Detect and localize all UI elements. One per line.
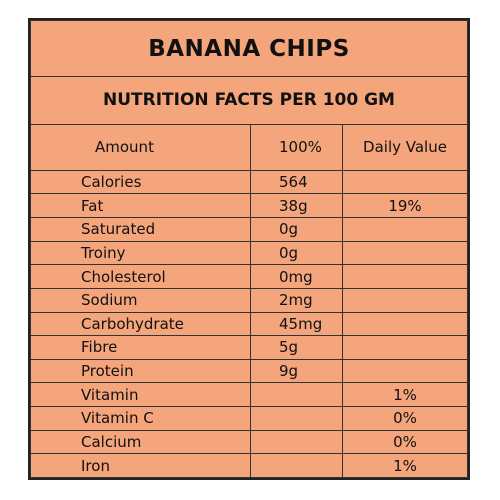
table-row: Calcium 0% — [30, 429, 468, 455]
table-cell: Calories — [30, 169, 251, 195]
table-cell: 0g — [250, 240, 343, 266]
table-cell: 9g — [250, 358, 343, 384]
table-cell: Carbohydrate — [30, 311, 251, 337]
table-cell: Vitamin C — [30, 406, 251, 431]
table-row: Vitamin C 0% — [30, 406, 468, 431]
table-cell — [342, 169, 468, 195]
table-cell — [250, 382, 343, 408]
table-cell: 19% — [342, 193, 468, 219]
nutrition-card: BANANA CHIPS NUTRITION FACTS PER 100 GM … — [28, 18, 470, 480]
table-cell: Iron — [30, 453, 251, 478]
table-row: Protein 9g — [30, 358, 468, 384]
table-row: Cholesterol 0mg — [30, 264, 468, 289]
header-cell: 100% — [250, 123, 343, 171]
table-cell: Sodium — [30, 287, 251, 313]
subtitle: NUTRITION FACTS PER 100 GM — [30, 76, 468, 125]
table-cell — [342, 287, 468, 313]
table-cell — [342, 264, 468, 289]
table-row: Carbohydrate 45mg — [30, 311, 468, 337]
table-cell: 2mg — [250, 287, 343, 313]
title: BANANA CHIPS — [30, 19, 468, 78]
table-cell — [342, 311, 468, 337]
table-cell: 0% — [342, 406, 468, 431]
table-cell: 1% — [342, 382, 468, 408]
table-cell: Protein — [30, 358, 251, 384]
table-cell: 0% — [342, 429, 468, 455]
table-cell — [250, 429, 343, 455]
table-row: Calories 564 — [30, 169, 468, 195]
table-cell — [250, 406, 343, 431]
table-cell: Fat — [30, 193, 251, 219]
table-cell: Calcium — [30, 429, 251, 455]
header-cell: Amount — [30, 123, 251, 171]
table-cell — [342, 240, 468, 266]
table-row: Fat 38g 19% — [30, 193, 468, 219]
table-cell: 38g — [250, 193, 343, 219]
table-row: Iron 1% — [30, 453, 468, 478]
table-cell: Fibre — [30, 335, 251, 360]
table-cell: 5g — [250, 335, 343, 360]
table-cell: Cholesterol — [30, 264, 251, 289]
table-cell: 45mg — [250, 311, 343, 337]
table-cell — [250, 453, 343, 478]
table-cell — [342, 217, 468, 242]
nutrition-table: BANANA CHIPS NUTRITION FACTS PER 100 GM … — [30, 19, 468, 478]
table-cell — [342, 358, 468, 384]
table-row: Saturated 0g — [30, 217, 468, 242]
table-cell: Troiny — [30, 240, 251, 266]
table-cell: 1% — [342, 453, 468, 478]
table-cell: 0g — [250, 217, 343, 242]
table-cell: Vitamin — [30, 382, 251, 408]
table-row: Vitamin 1% — [30, 382, 468, 408]
table-row: Sodium 2mg — [30, 287, 468, 313]
table-cell — [342, 335, 468, 360]
table-cell: Saturated — [30, 217, 251, 242]
table-cell: 0mg — [250, 264, 343, 289]
table-row: Troiny 0g — [30, 240, 468, 266]
header-cell: Daily Value — [342, 123, 468, 171]
table-cell: 564 — [250, 169, 343, 195]
table-row: Fibre 5g — [30, 335, 468, 360]
